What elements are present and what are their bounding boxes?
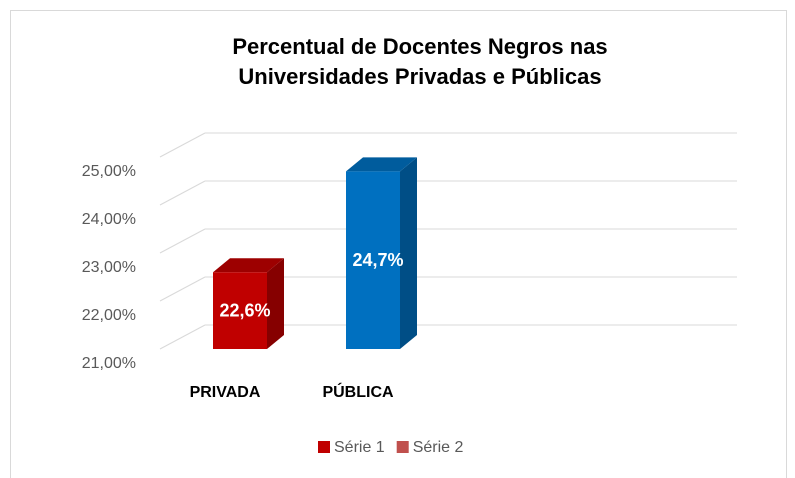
chart-title: Percentual de Docentes Negros nas <box>232 34 607 59</box>
bar <box>346 157 417 349</box>
bar-front <box>346 171 400 349</box>
data-label: 22,6% <box>219 300 270 320</box>
y-tick-label: 25,00% <box>82 163 136 180</box>
grid-line <box>159 324 206 350</box>
bar-side <box>400 157 417 349</box>
x-tick-label: PRIVADA <box>190 384 261 401</box>
bar-front <box>213 272 267 349</box>
bar-top <box>213 258 284 273</box>
legend-swatch <box>396 441 409 453</box>
data-label: 24,7% <box>352 250 403 270</box>
bar-side <box>267 258 284 349</box>
grid-line <box>159 132 206 158</box>
grid-line <box>159 180 206 206</box>
legend-label: Série 2 <box>413 439 464 456</box>
bar <box>213 258 284 349</box>
y-tick-label: 24,00% <box>82 211 136 228</box>
y-tick-label: 22,00% <box>82 307 136 324</box>
legend-swatch <box>318 441 330 453</box>
chart-title: Universidades Privadas e Públicas <box>238 64 601 89</box>
y-tick-label: 21,00% <box>82 355 136 372</box>
bar-top <box>346 157 417 172</box>
grid-line <box>159 276 206 302</box>
grid-line <box>159 228 206 254</box>
legend-label: Série 1 <box>334 439 385 456</box>
y-tick-label: 23,00% <box>82 259 136 276</box>
x-tick-label: PÚBLICA <box>322 382 394 401</box>
